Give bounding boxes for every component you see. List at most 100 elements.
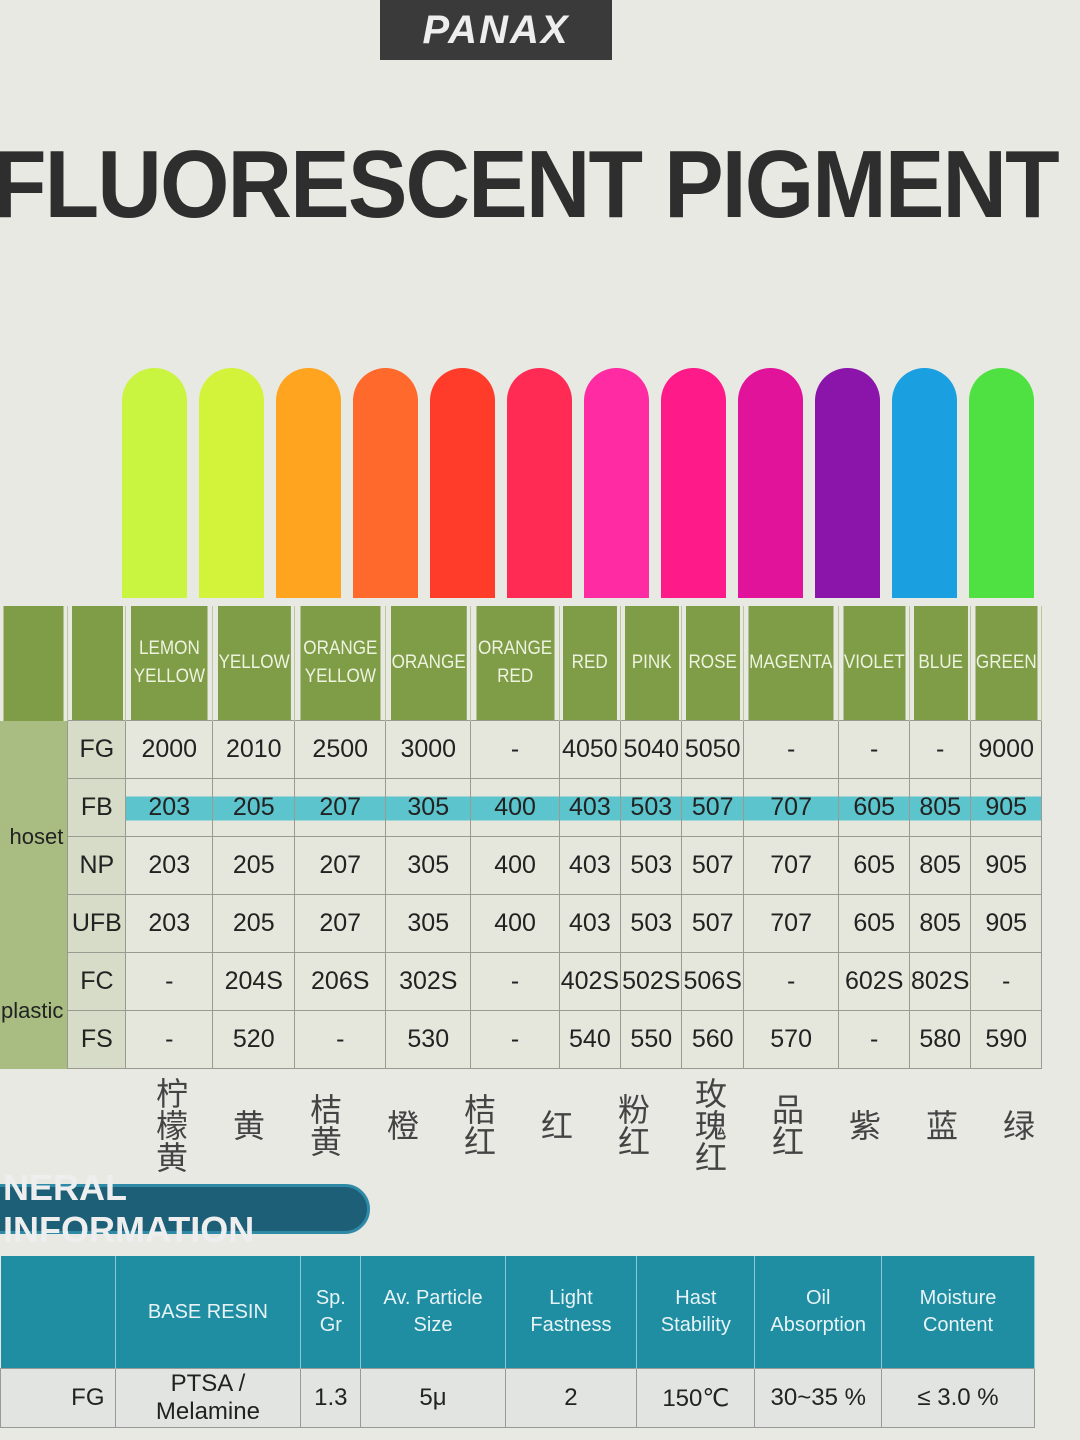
grade-value: 540 [558,1010,622,1069]
general-header-row: BASE RESIN Sp. Gr Av. Particle Size Light F… [0,1256,1035,1369]
grade-value: 5040 [620,720,683,779]
handwritten-label: 柠檬黄 [151,1077,189,1173]
page-title: FLUORESCENT PIGMENT [0,131,1060,238]
grade-value: 403 [558,894,622,953]
handwritten-label: 玫瑰红 [690,1077,728,1173]
general-information-table: BASE RESIN Sp. Gr Av. Particle Size Light F… [0,1256,1035,1428]
general-column-header: Oil Absorption [754,1256,883,1369]
grade-value: 570 [742,1010,840,1069]
grade-value: 503 [620,778,683,837]
grade-value: 403 [558,778,622,837]
grade-code: NP [67,836,127,895]
general-value: 2 [504,1368,638,1428]
grade-value: 204S [212,952,296,1011]
color-swatch [661,368,726,598]
handwritten-label: 品红 [767,1093,805,1157]
handwritten-label: 橙 [382,1109,420,1141]
grade-value: 805 [908,894,972,953]
header-row: LEMON YELLOW YELLOW ORANGE YELLOW ORANGE ORA… [0,606,1042,721]
grade-value: 550 [620,1010,683,1069]
color-swatch [199,368,264,598]
general-row: FG PTSA / Melamine 1.3 5μ 2 150℃ 30~35 % ≤ 3.0 … [0,1368,1035,1428]
general-column-header: Light Fastness [505,1256,638,1369]
grade-value: - [294,1010,387,1069]
grade-value: 2000 [125,720,214,779]
grade-value: - [742,952,840,1011]
grade-value: 502S [620,952,683,1011]
color-swatch [276,368,341,598]
general-value: 1.3 [300,1368,362,1428]
grade-value: 305 [385,778,472,837]
grade-value: 403 [558,836,622,895]
grade-value: 206S [294,952,387,1011]
grade-value: - [838,720,910,779]
handwritten-label: 蓝 [921,1109,959,1141]
grade-value: 507 [681,836,744,895]
grade-value: 203 [125,836,214,895]
grade-value: 802S [908,952,972,1011]
general-value: 5μ [360,1368,506,1428]
handwritten-label: 粉红 [613,1093,651,1157]
general-value: 150℃ [636,1368,756,1428]
color-swatch [892,368,957,598]
general-column-header: Av. Particle Size [360,1256,506,1369]
grade-value: 605 [838,836,910,895]
handwritten-label: 紫 [844,1109,882,1141]
grade-value: 2010 [212,720,296,779]
grade-value: 605 [838,778,910,837]
grade-value: 905 [970,836,1042,895]
brand-logo: PANAX [380,0,612,60]
handwritten-label: 桔红 [459,1093,497,1157]
grade-value: 207 [294,894,387,953]
group-header-cell [3,606,65,721]
grade-value: 507 [681,894,744,953]
grade-value: 305 [385,894,472,953]
handwritten-label: 绿 [998,1109,1036,1141]
grade-value: 5050 [681,720,744,779]
color-swatch [969,368,1034,598]
table-row: FS -520-530-540 550 560 570-580 590 [0,1010,1042,1069]
table-row: FB 203 205 207 305 400 403 503 507 707 605 805 905 [0,778,1042,837]
general-information-heading: NERAL INFORMATION [0,1167,370,1250]
grade-value: 207 [294,836,387,895]
grade-value: 4050 [558,720,622,779]
color-header: GREEN [974,606,1039,721]
grade-value: 305 [385,836,472,895]
general-column-header: Hast Stability [636,1256,756,1369]
grade-value: 707 [742,778,840,837]
pigment-grade-table: LEMON YELLOW YELLOW ORANGE YELLOW ORANGE ORA… [0,606,1042,1069]
grade-value: - [470,952,560,1011]
grade-value: 580 [908,1010,972,1069]
grade-value: 503 [620,894,683,953]
grade-value: - [908,720,972,779]
grade-code: UFB [67,894,127,953]
grade-value: 905 [970,778,1042,837]
grade-value: 207 [294,778,387,837]
general-column-header: Sp. Gr [300,1256,362,1369]
general-column-header: Moisture Content [881,1256,1035,1369]
color-header: LEMON YELLOW [130,606,209,721]
color-swatch [738,368,803,598]
grade-value: 905 [970,894,1042,953]
grade-value: - [125,952,214,1011]
table-row: UFB 203 205 207 305 400 403 503 507 707 605 805 905 [0,894,1042,953]
grade-value: 402S [558,952,622,1011]
grade-value: 205 [212,836,296,895]
color-header: VIOLET [842,606,907,721]
grade-value: 205 [212,778,296,837]
grade-code: FB [67,778,127,837]
grade-value: 605 [838,894,910,953]
grade-value: 590 [970,1010,1042,1069]
grade-value: 507 [681,778,744,837]
grade-value: 530 [385,1010,472,1069]
color-header: MAGENTA [748,606,835,721]
table-row: hoset FG 2000 2010 2500 3000-4050 5040 5050- - -9… [0,720,1042,953]
table-row: NP 203 205 207 305 400 403 503 507 707 605 805 905 [0,836,1042,895]
group-label: hoset [0,720,68,953]
grade-value: 805 [908,836,972,895]
blank-header [0,1256,116,1369]
grade-value: 805 [908,778,972,837]
grade-value: 302S [385,952,472,1011]
grade-value: - [470,720,560,779]
color-swatch [584,368,649,598]
